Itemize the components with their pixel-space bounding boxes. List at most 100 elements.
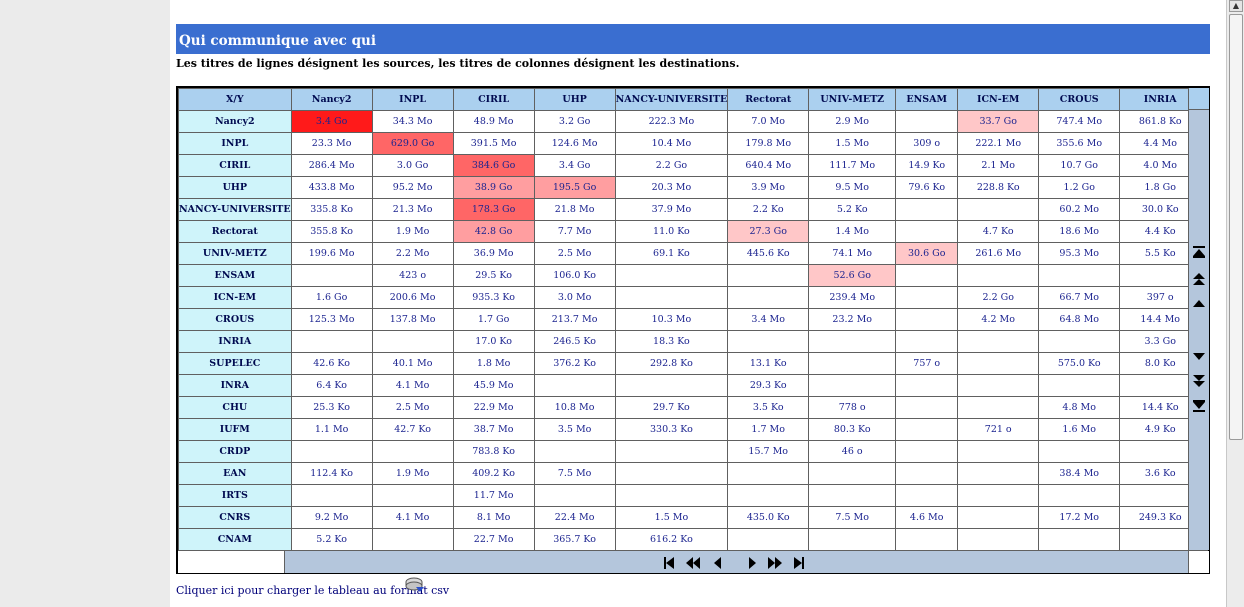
vertical-navigation-panel [1188, 88, 1209, 550]
traffic-cell [533, 440, 616, 463]
traffic-cell: 409.2 Ko [452, 462, 535, 485]
table-row: ICN-EM 1.6 Go 200.6 Mo 935.3 Ko 3.0 Mo 239.4 … [178, 286, 1202, 309]
traffic-cell: 384.6 Go [452, 154, 535, 177]
row-header-cnam: CNAM [178, 528, 292, 551]
traffic-cell: 30.6 Go [895, 242, 959, 265]
table-row: CHU 25.3 Ko 2.5 Mo 22.9 Mo 10.8 Mo 29.7 Ko 3.5… [178, 396, 1202, 419]
scroll-top-icon[interactable] [1192, 245, 1206, 259]
traffic-cell: 778 o [808, 396, 897, 419]
traffic-cell [614, 440, 729, 463]
traffic-cell: 292.8 Ko [614, 352, 729, 375]
back-icon[interactable] [712, 555, 722, 569]
traffic-cell: 222.3 Mo [614, 110, 729, 133]
traffic-cell: 1.2 Go [1038, 176, 1121, 199]
traffic-cell: 4.6 Mo [895, 506, 959, 529]
column-header-inpl: INPL [371, 88, 454, 111]
traffic-cell: 5.2 Ko [290, 528, 373, 551]
table-row: IUFM 1.1 Mo 42.7 Ko 38.7 Mo 3.5 Mo 330.3 Ko 1.… [178, 418, 1202, 441]
traffic-cell: 200.6 Mo [371, 286, 454, 309]
traffic-cell: 5.2 Ko [808, 198, 897, 221]
column-header-inria: INRIA [1119, 88, 1202, 111]
traffic-cell: 42.7 Ko [371, 418, 454, 441]
column-header-crous: CROUS [1038, 88, 1121, 111]
traffic-cell: 391.5 Mo [452, 132, 535, 155]
table-row: Nancy2 3.4 Go 34.3 Mo 48.9 Mo 3.2 Go 222.3 Mo… [178, 110, 1202, 133]
traffic-cell [614, 264, 729, 287]
traffic-cell: 423 o [371, 264, 454, 287]
table-row: ENSAM 423 o 29.5 Ko 106.0 Ko 52.6 Go [178, 264, 1202, 287]
fast-forward-icon[interactable] [767, 555, 783, 569]
row-header-univ-metz: UNIV-METZ [178, 242, 292, 265]
traffic-cell [895, 374, 959, 397]
traffic-cell: 45.9 Mo [452, 374, 535, 397]
traffic-cell [895, 418, 959, 441]
table-row: EAN 112.4 Ko 1.9 Mo 409.2 Ko 7.5 Mo 38.4 Mo 3.… [178, 462, 1202, 485]
traffic-cell: 17.2 Mo [1038, 506, 1121, 529]
scroll-bottom-icon[interactable] [1192, 399, 1206, 413]
download-csv-icon[interactable] [405, 577, 425, 593]
row-header-uhp: UHP [178, 176, 292, 199]
last-icon[interactable] [793, 555, 805, 569]
traffic-cell [533, 374, 616, 397]
traffic-cell: 80.3 Ko [808, 418, 897, 441]
traffic-cell: 309 o [895, 132, 959, 155]
traffic-cell: 15.7 Mo [727, 440, 810, 463]
first-icon[interactable] [663, 555, 675, 569]
traffic-cell: 1.7 Go [452, 308, 535, 331]
traffic-cell: 616.2 Ko [614, 528, 729, 551]
traffic-cell: 228.8 Ko [957, 176, 1040, 199]
row-header-irts: IRTS [178, 484, 292, 507]
table-row: NANCY-UNIVERSITE 335.8 Ko 21.3 Mo 178.3 Go 2… [178, 198, 1202, 221]
traffic-cell: 2.9 Mo [808, 110, 897, 133]
traffic-cell: 3.0 Mo [533, 286, 616, 309]
table-row: SUPELEC 42.6 Ko 40.1 Mo 1.8 Mo 376.2 Ko 292.8… [178, 352, 1202, 375]
table-row: CIRIL 286.4 Mo 3.0 Go 384.6 Go 3.4 Go 2.2 Go 6… [178, 154, 1202, 177]
traffic-cell [895, 330, 959, 353]
traffic-cell: 27.3 Go [727, 220, 810, 243]
traffic-cell [1038, 264, 1121, 287]
column-header-nancy2: Nancy2 [290, 88, 373, 111]
table-row: INRA 6.4 Ko 4.1 Mo 45.9 Mo 29.3 Ko [178, 374, 1202, 397]
window-scrollbar[interactable]: ▲ [1226, 0, 1244, 607]
table-row: INRIA 17.0 Ko 246.5 Ko 18.3 Ko 3.3 Go [178, 330, 1202, 353]
traffic-cell: 9.2 Mo [290, 506, 373, 529]
traffic-cell: 48.9 Mo [452, 110, 535, 133]
scrollbar-thumb[interactable] [1229, 14, 1243, 440]
traffic-cell: 2.5 Mo [371, 396, 454, 419]
traffic-cell [1038, 330, 1121, 353]
traffic-cell [808, 374, 897, 397]
traffic-cell [727, 286, 810, 309]
traffic-cell [957, 440, 1040, 463]
traffic-cell: 3.4 Go [290, 110, 373, 133]
traffic-cell: 10.7 Go [1038, 154, 1121, 177]
traffic-cell: 66.7 Mo [1038, 286, 1121, 309]
traffic-cell: 95.2 Mo [371, 176, 454, 199]
traffic-cell: 74.1 Mo [808, 242, 897, 265]
column-header-icn-em: ICN-EM [957, 88, 1040, 111]
traffic-cell: 10.3 Mo [614, 308, 729, 331]
traffic-cell [957, 506, 1040, 529]
row-header-nancy2: Nancy2 [178, 110, 292, 133]
fast-back-icon[interactable] [685, 555, 701, 569]
scroll-page-up-icon[interactable] [1192, 272, 1206, 286]
traffic-cell: 2.2 Mo [371, 242, 454, 265]
traffic-cell [614, 462, 729, 485]
traffic-cell: 46 o [808, 440, 897, 463]
csv-download-link[interactable]: Cliquer ici pour charger le tableau au f… [176, 584, 450, 597]
traffic-cell: 10.8 Mo [533, 396, 616, 419]
traffic-cell: 179.8 Mo [727, 132, 810, 155]
header-filler [1189, 88, 1209, 110]
table-row: CNAM 5.2 Ko 22.7 Mo 365.7 Ko 616.2 Ko [178, 528, 1202, 551]
traffic-cell: 137.8 Mo [371, 308, 454, 331]
traffic-cell: 1.7 Mo [727, 418, 810, 441]
traffic-cell: 433.8 Mo [290, 176, 373, 199]
forward-icon[interactable] [748, 555, 758, 569]
traffic-cell [614, 374, 729, 397]
traffic-cell: 4.1 Mo [371, 374, 454, 397]
scroll-down-icon[interactable] [1192, 349, 1206, 363]
traffic-cell [895, 198, 959, 221]
traffic-cell: 22.7 Mo [452, 528, 535, 551]
scroll-up-icon[interactable] [1192, 297, 1206, 311]
scroll-arrow-up-icon[interactable]: ▲ [1229, 0, 1243, 12]
scroll-page-down-icon[interactable] [1192, 374, 1206, 388]
